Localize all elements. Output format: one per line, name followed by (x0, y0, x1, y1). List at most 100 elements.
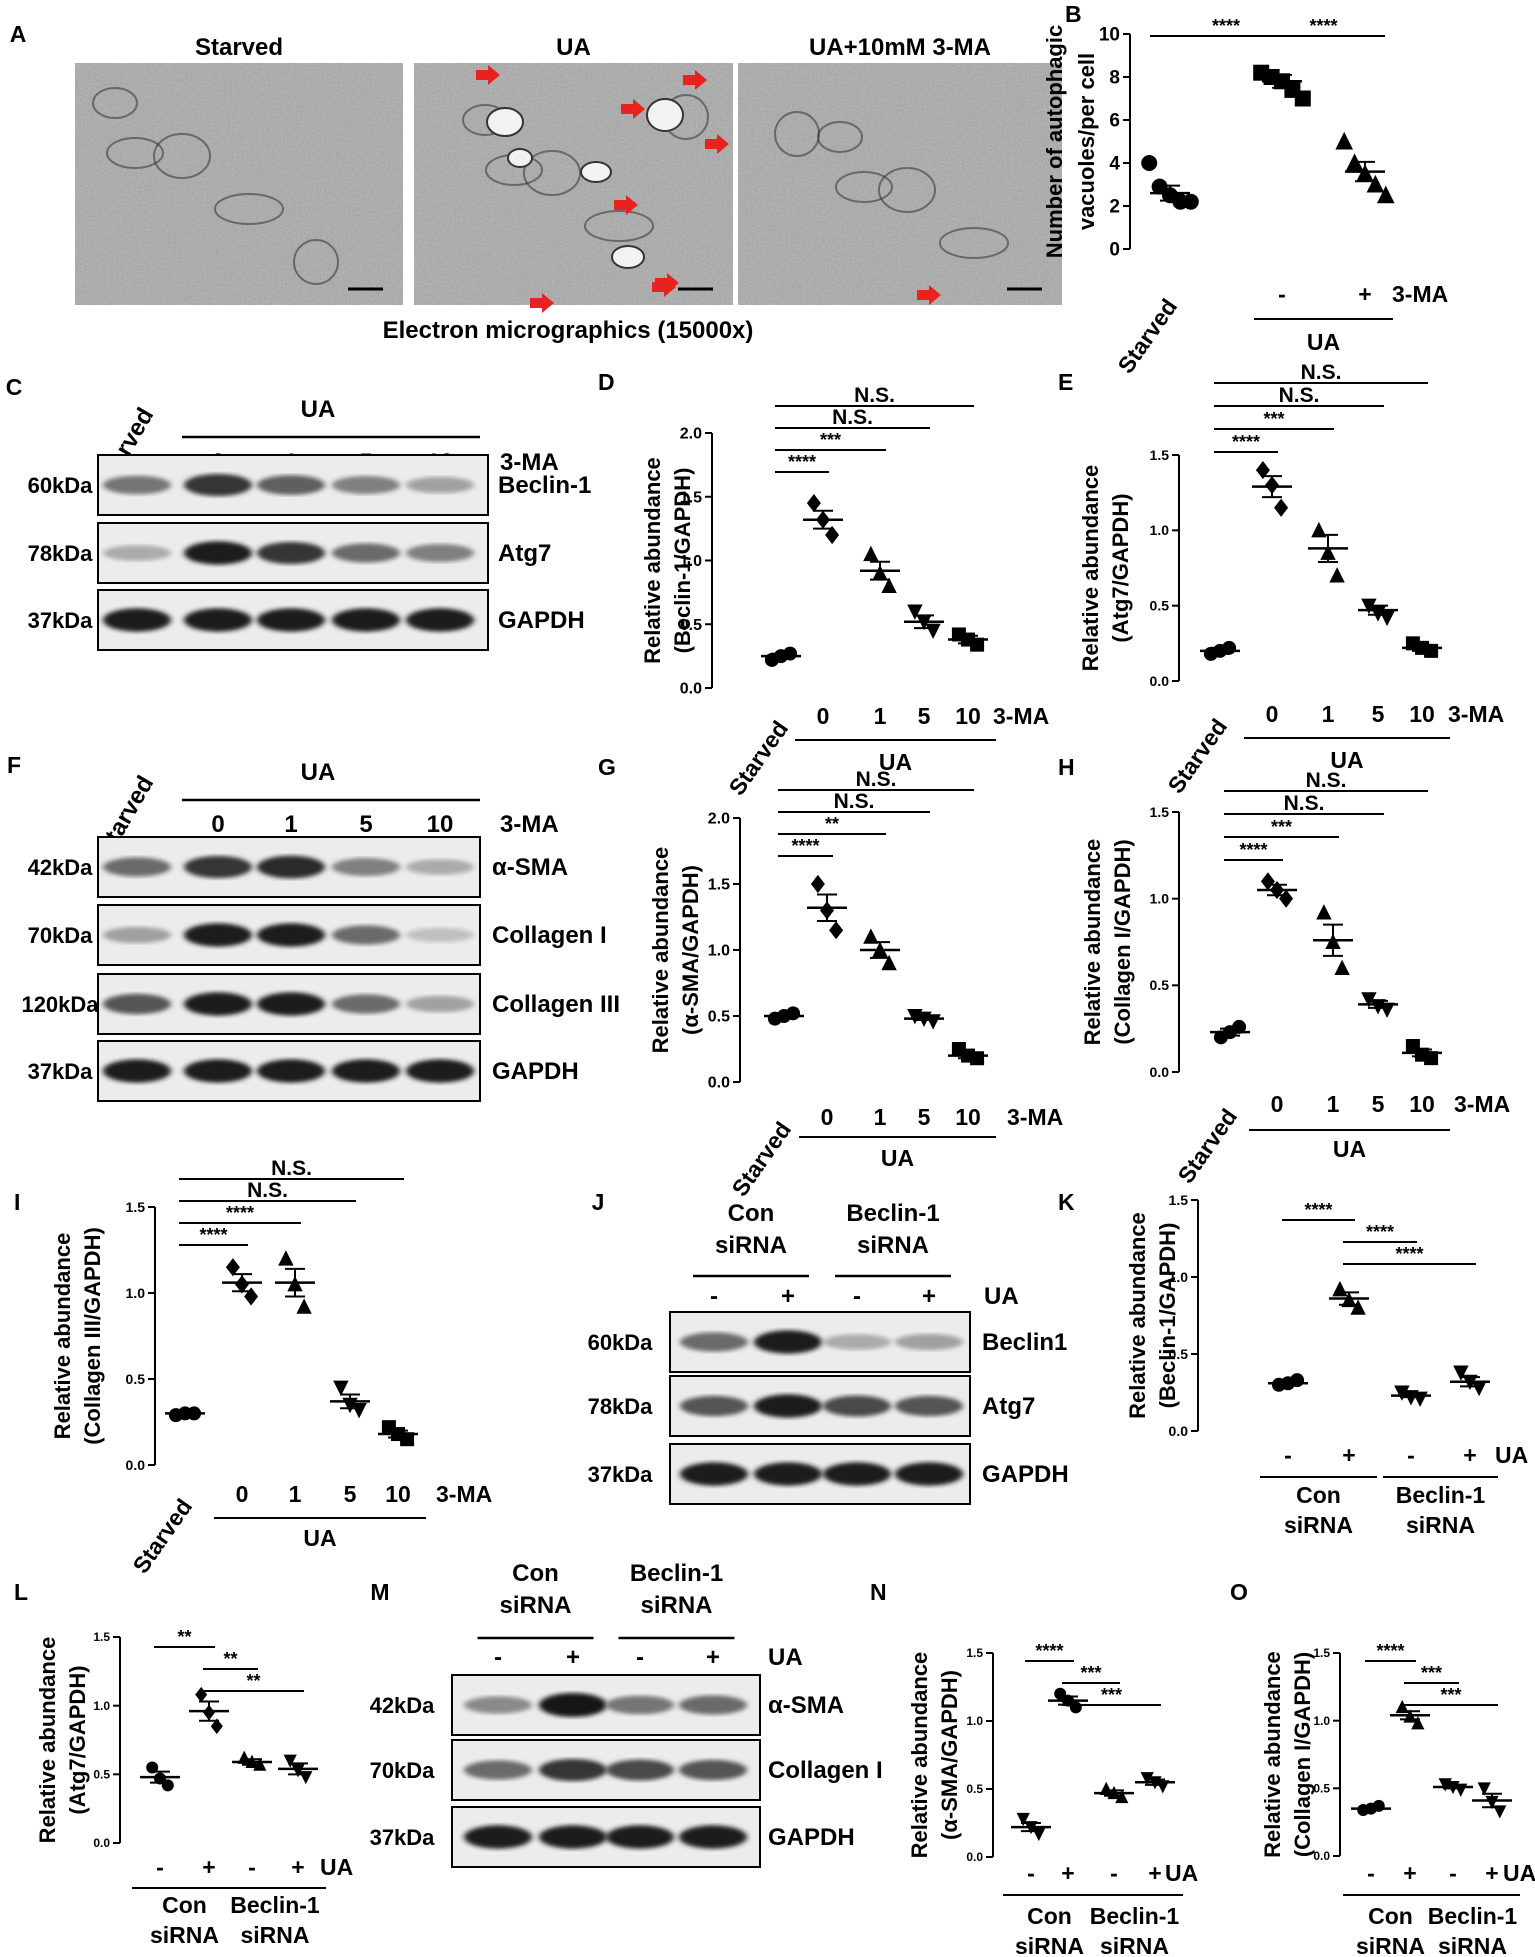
x-tick-label: Starved (1172, 1104, 1242, 1188)
data-group (1094, 1781, 1134, 1804)
y-tick-label: 0.0 (1150, 673, 1170, 689)
triangle-marker (1366, 174, 1385, 193)
y-tick-label: 2 (1109, 197, 1120, 218)
group-label: siRNA (150, 1922, 219, 1948)
blot-row: 78kDa Atg7 (588, 1375, 1035, 1437)
triangle-marker (863, 545, 879, 562)
y-tick-label: 1.5 (1169, 1192, 1189, 1208)
blot-band (257, 608, 325, 632)
y-tick-label: 1.0 (1150, 522, 1170, 538)
triangle-down-marker (907, 604, 923, 620)
blot-band (184, 608, 252, 632)
group-label: UA (1333, 1136, 1366, 1162)
y-tick-label: 0.5 (966, 1782, 983, 1796)
group-label: siRNA (1015, 1933, 1084, 1957)
triangle-marker (1377, 185, 1395, 204)
x-tick-label: 5 (918, 1104, 931, 1130)
significance-label: N.S. (1306, 769, 1347, 792)
y-tick-label: 0.5 (1150, 598, 1170, 614)
treatment-label: 3-MA (993, 703, 1049, 729)
triangle-marker (1316, 904, 1332, 920)
data-group (1472, 1782, 1512, 1819)
triangle-marker (1395, 1699, 1409, 1714)
x-tick-label: - (1110, 1860, 1118, 1886)
y-axis-label: Relative abundance (648, 847, 673, 1054)
y-tick-label: 1.5 (966, 1646, 983, 1660)
y-axis-label: (Atg7/GAPDH) (65, 1665, 90, 1814)
x-tick-label: 0 (1271, 1091, 1284, 1117)
y-axis-label: Relative abundance (640, 457, 665, 664)
triangle-marker (296, 1298, 312, 1314)
blot-band (103, 993, 171, 1015)
x-tick-label: 5 (344, 1481, 357, 1507)
group-label: Con (728, 1200, 775, 1227)
y-tick-label: 2.0 (680, 426, 702, 443)
significance-label: *** (1271, 817, 1292, 837)
significance-label: **** (1309, 16, 1337, 36)
group-label: Beclin-1 (846, 1200, 939, 1227)
group-label: siRNA (1438, 1933, 1507, 1957)
group-label: UA (1330, 747, 1363, 773)
x-tick-label: - (1449, 1860, 1457, 1886)
data-group (1252, 460, 1292, 517)
data-group (860, 928, 900, 971)
significance-label: *** (1263, 409, 1284, 429)
protein-label: GAPDH (768, 1824, 855, 1851)
data-group (1433, 1778, 1473, 1797)
y-axis-label: Relative abundance (50, 1233, 75, 1440)
x-tick-label: 0 (817, 703, 830, 729)
blot-band (406, 544, 474, 562)
blot-band (823, 1462, 891, 1486)
chart-O: O 0.0 0.5 1.0 1.5 Relative abundance (Collagen… (1230, 1579, 1535, 1957)
y-tick-label: 0 (1109, 240, 1120, 261)
blot-C: CStarvedUA015103-MA60kDaBeclin-178kDaAtg… (6, 374, 591, 651)
molecular-weight-label: 120kDa (21, 992, 99, 1017)
red-arrow-icon (917, 285, 941, 305)
blot-band (103, 857, 171, 877)
protein-label: Atg7 (982, 1393, 1035, 1420)
triangle-marker (1334, 959, 1350, 975)
y-tick-label: 0.5 (1313, 1782, 1330, 1796)
data-group (1257, 872, 1297, 908)
group-label: UA (301, 396, 336, 423)
group-label: UA (879, 749, 912, 775)
panel-letter: M (370, 1579, 389, 1605)
data-group (904, 1009, 944, 1030)
triangle-marker (237, 1750, 251, 1764)
autophagic-vacuole (486, 107, 524, 137)
group-label: Beclin-1 (230, 1892, 320, 1918)
autophagic-vacuole (611, 245, 645, 269)
panel-letter: O (1230, 1579, 1248, 1605)
diamond-marker (195, 1686, 208, 1703)
blot-band (680, 1395, 748, 1417)
y-tick-label: 0.5 (1150, 977, 1170, 993)
group-label: Beclin-1 (1090, 1903, 1180, 1929)
blot-band (332, 1059, 400, 1083)
chart-B: B 0 2 4 6 8 10 Number of autophagic vacuoles/per… (1042, 1, 1448, 378)
data-group (1253, 64, 1311, 107)
chart-I: I 0.0 0.5 1.0 1.5 Relative abundance (Collagen… (14, 1157, 492, 1578)
blot-band (406, 859, 474, 875)
protein-label: Beclin1 (982, 1329, 1067, 1356)
y-tick-label: 0.5 (1169, 1346, 1189, 1362)
chart-D: D 0.0 0.5 1.0 1.5 2.0 Relative abundance (Becli… (598, 369, 1049, 800)
blot-band (406, 927, 474, 943)
panel-letter: G (598, 754, 616, 780)
y-tick-label: 1.5 (1313, 1646, 1330, 1660)
x-tick-label: 1 (874, 1104, 887, 1130)
circle-marker (1182, 193, 1199, 210)
blot-band (895, 1462, 963, 1486)
x-tick-label: + (1358, 281, 1371, 307)
significance-label: N.S. (1301, 361, 1342, 384)
x-tick-label: + (1403, 1860, 1416, 1886)
data-group (1210, 1019, 1250, 1045)
treatment-label: UA (320, 1854, 353, 1880)
blot-row: 120kDa Collagen III (21, 973, 620, 1035)
x-tick-label: 10 (1409, 701, 1435, 727)
molecular-weight-label: 60kDa (28, 473, 94, 498)
micrograph-caption: Electron micrographics (15000x) (383, 317, 754, 344)
protein-label: Collagen I (768, 1757, 883, 1784)
blot-band (257, 923, 325, 947)
y-tick-label: 1.0 (1150, 891, 1170, 907)
triangle-down-marker (1016, 1812, 1030, 1827)
